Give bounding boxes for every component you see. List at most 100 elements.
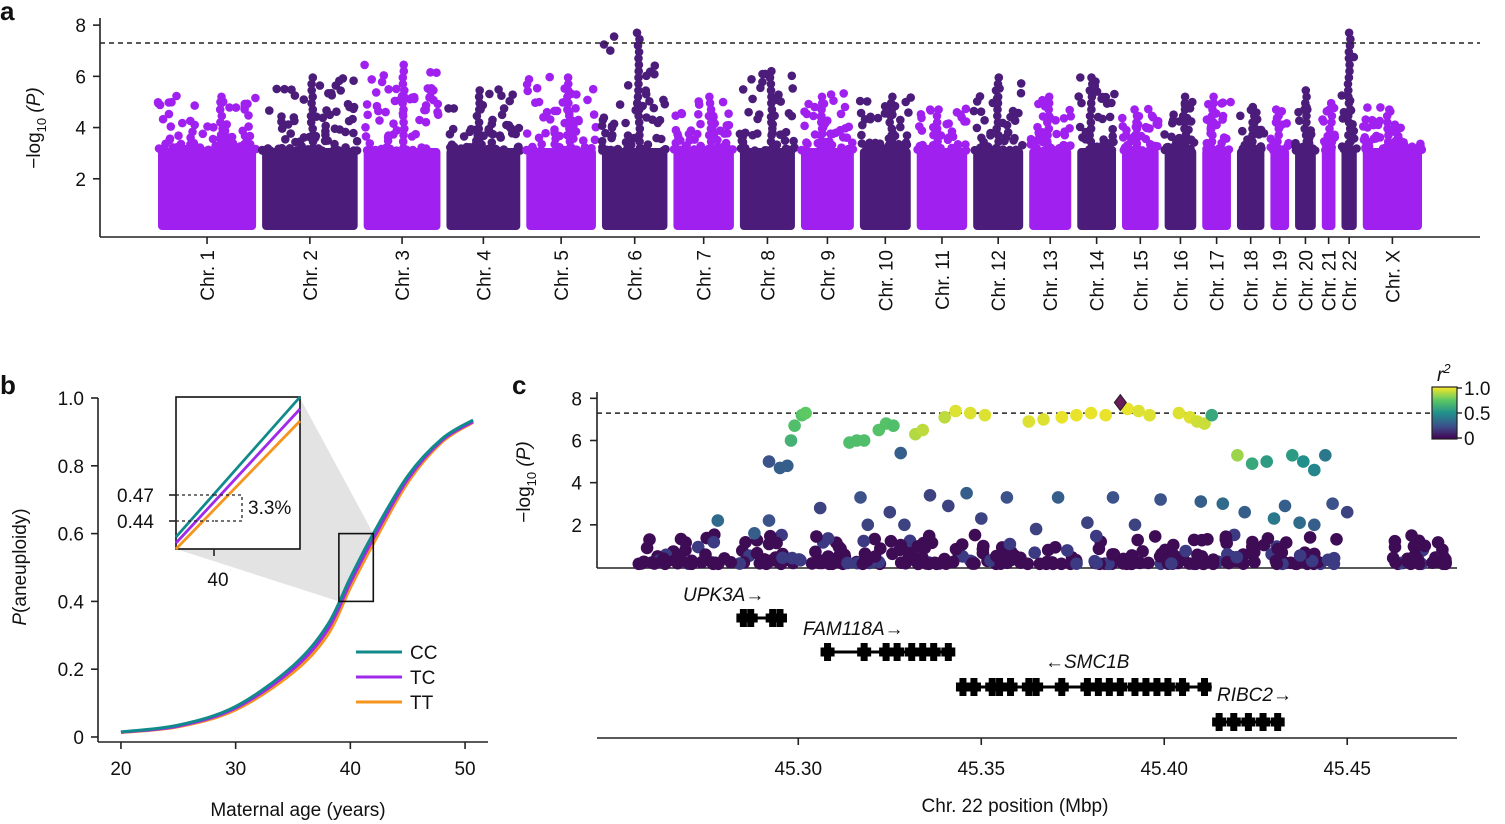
manhattan-point (809, 111, 818, 121)
manhattan-point (523, 86, 532, 96)
manhattan-point (257, 145, 267, 155)
manhattan-point (1174, 133, 1184, 143)
manhattan-point (827, 140, 837, 150)
manhattan-point (839, 89, 848, 98)
manhattan-peak-point (634, 79, 643, 89)
manhattan-point (1058, 145, 1067, 154)
manhattan-point (998, 145, 1008, 154)
regional-point (1000, 491, 1014, 504)
manhattan-point (281, 135, 290, 144)
manhattan-peak-point (635, 143, 645, 153)
manhattan-point (1282, 119, 1291, 128)
manhattan-point (444, 104, 453, 113)
manhattan-peak-point (564, 118, 573, 127)
manhattan-peak-point (887, 130, 896, 140)
manhattan-point (349, 76, 358, 85)
manhattan-peak-point (634, 66, 643, 76)
regional-baseline-point (1411, 538, 1425, 552)
manhattan-point (649, 103, 659, 113)
regional-point (1293, 516, 1306, 529)
manhattan-point (465, 143, 475, 152)
manhattan-peak-point (817, 111, 826, 121)
manhattan-point (522, 129, 532, 138)
manhattan-point (363, 146, 373, 155)
manhattan-point (522, 145, 531, 155)
regional-point (1326, 497, 1339, 511)
manhattan-point (283, 120, 293, 129)
colorbar-tick-label: 0 (1464, 429, 1475, 450)
regional-point (1172, 406, 1186, 420)
regional-baseline-point (1220, 555, 1234, 569)
manhattan-point (421, 101, 431, 110)
manhattan-point (371, 88, 381, 97)
manhattan-point (372, 101, 382, 111)
manhattan-point (797, 145, 806, 155)
manhattan-point (499, 104, 509, 113)
regional-baseline-point (1426, 556, 1439, 569)
manhattan-point (1222, 134, 1231, 143)
manhattan-bulk-points (1270, 148, 1290, 230)
regional-x-axis-label: Chr. 22 position (Mbp) (922, 796, 1109, 817)
manhattan-point (532, 83, 542, 93)
regional-baseline-point (1206, 557, 1220, 571)
manhattan-peak-point (473, 130, 483, 140)
manhattan-point (277, 117, 286, 126)
manhattan-peak-point (216, 118, 225, 127)
manhattan-point (621, 118, 630, 128)
manhattan-point (896, 122, 905, 132)
manhattan-point (459, 132, 469, 141)
manhattan-point (1162, 143, 1172, 152)
regional-baseline-point (821, 532, 835, 545)
regional-point (1051, 491, 1065, 504)
colorbar-title-sup: 2 (1442, 361, 1451, 376)
manhattan-peak-point (1180, 92, 1190, 102)
regional-baseline-point (814, 555, 827, 569)
manhattan-point (1364, 142, 1374, 151)
chromosome-label: Chr. 17 (1208, 250, 1229, 311)
manhattan-point (1105, 112, 1115, 122)
manhattan-peak-point (817, 98, 827, 108)
manhattan-point (332, 107, 341, 116)
manhattan-peak-point (767, 105, 777, 114)
regional-baseline-point (1088, 554, 1101, 568)
manhattan-point (904, 108, 913, 117)
manhattan-peak-point (1300, 105, 1309, 114)
manhattan-point (924, 144, 933, 154)
manhattan-peak-point (1346, 105, 1355, 114)
manhattan-point (1310, 146, 1320, 155)
gene-exon-cross (1241, 717, 1256, 727)
regional-baseline-point (1165, 557, 1178, 570)
regional-point (916, 423, 929, 437)
manhattan-point (265, 106, 274, 115)
gene-exon-cross (1160, 682, 1175, 692)
gene-name: FAM118A (803, 619, 885, 640)
regional-baseline-point (1230, 550, 1244, 564)
regional-point (978, 408, 992, 422)
manhattan-point (1060, 127, 1069, 136)
manhattan-peak-point (1180, 143, 1190, 153)
chromosome-label: Chr. 9 (818, 250, 839, 301)
manhattan-point (615, 100, 625, 109)
chromosome-block-12 (969, 73, 1027, 230)
regional-baseline-point (1061, 544, 1074, 557)
manhattan-point (411, 129, 421, 139)
manhattan-peak-point (1344, 118, 1354, 127)
manhattan-point (694, 100, 704, 109)
regional-baseline-point (1305, 554, 1319, 568)
regional-point (1029, 522, 1043, 536)
gene-exon-cross (1197, 682, 1212, 692)
regional-baseline-point (1303, 531, 1317, 544)
manhattan-bulk-points (526, 148, 596, 230)
manhattan-peak-point (633, 92, 643, 102)
manhattan-point (541, 128, 550, 138)
manhattan-peak-point (1344, 47, 1354, 57)
gene-exon-cross (1138, 682, 1153, 692)
regional-baseline-point (868, 532, 881, 546)
chromosome-label: Chr. 2 (301, 250, 322, 301)
manhattan-y-axis-label: −log10 (P) (24, 87, 49, 169)
manhattan-bulk-points (739, 148, 795, 230)
manhattan-point (338, 74, 348, 83)
manhattan-bulk-points (1202, 148, 1231, 230)
gene-exon-cross (992, 682, 1007, 692)
chromosome-block-21 (1318, 98, 1340, 230)
